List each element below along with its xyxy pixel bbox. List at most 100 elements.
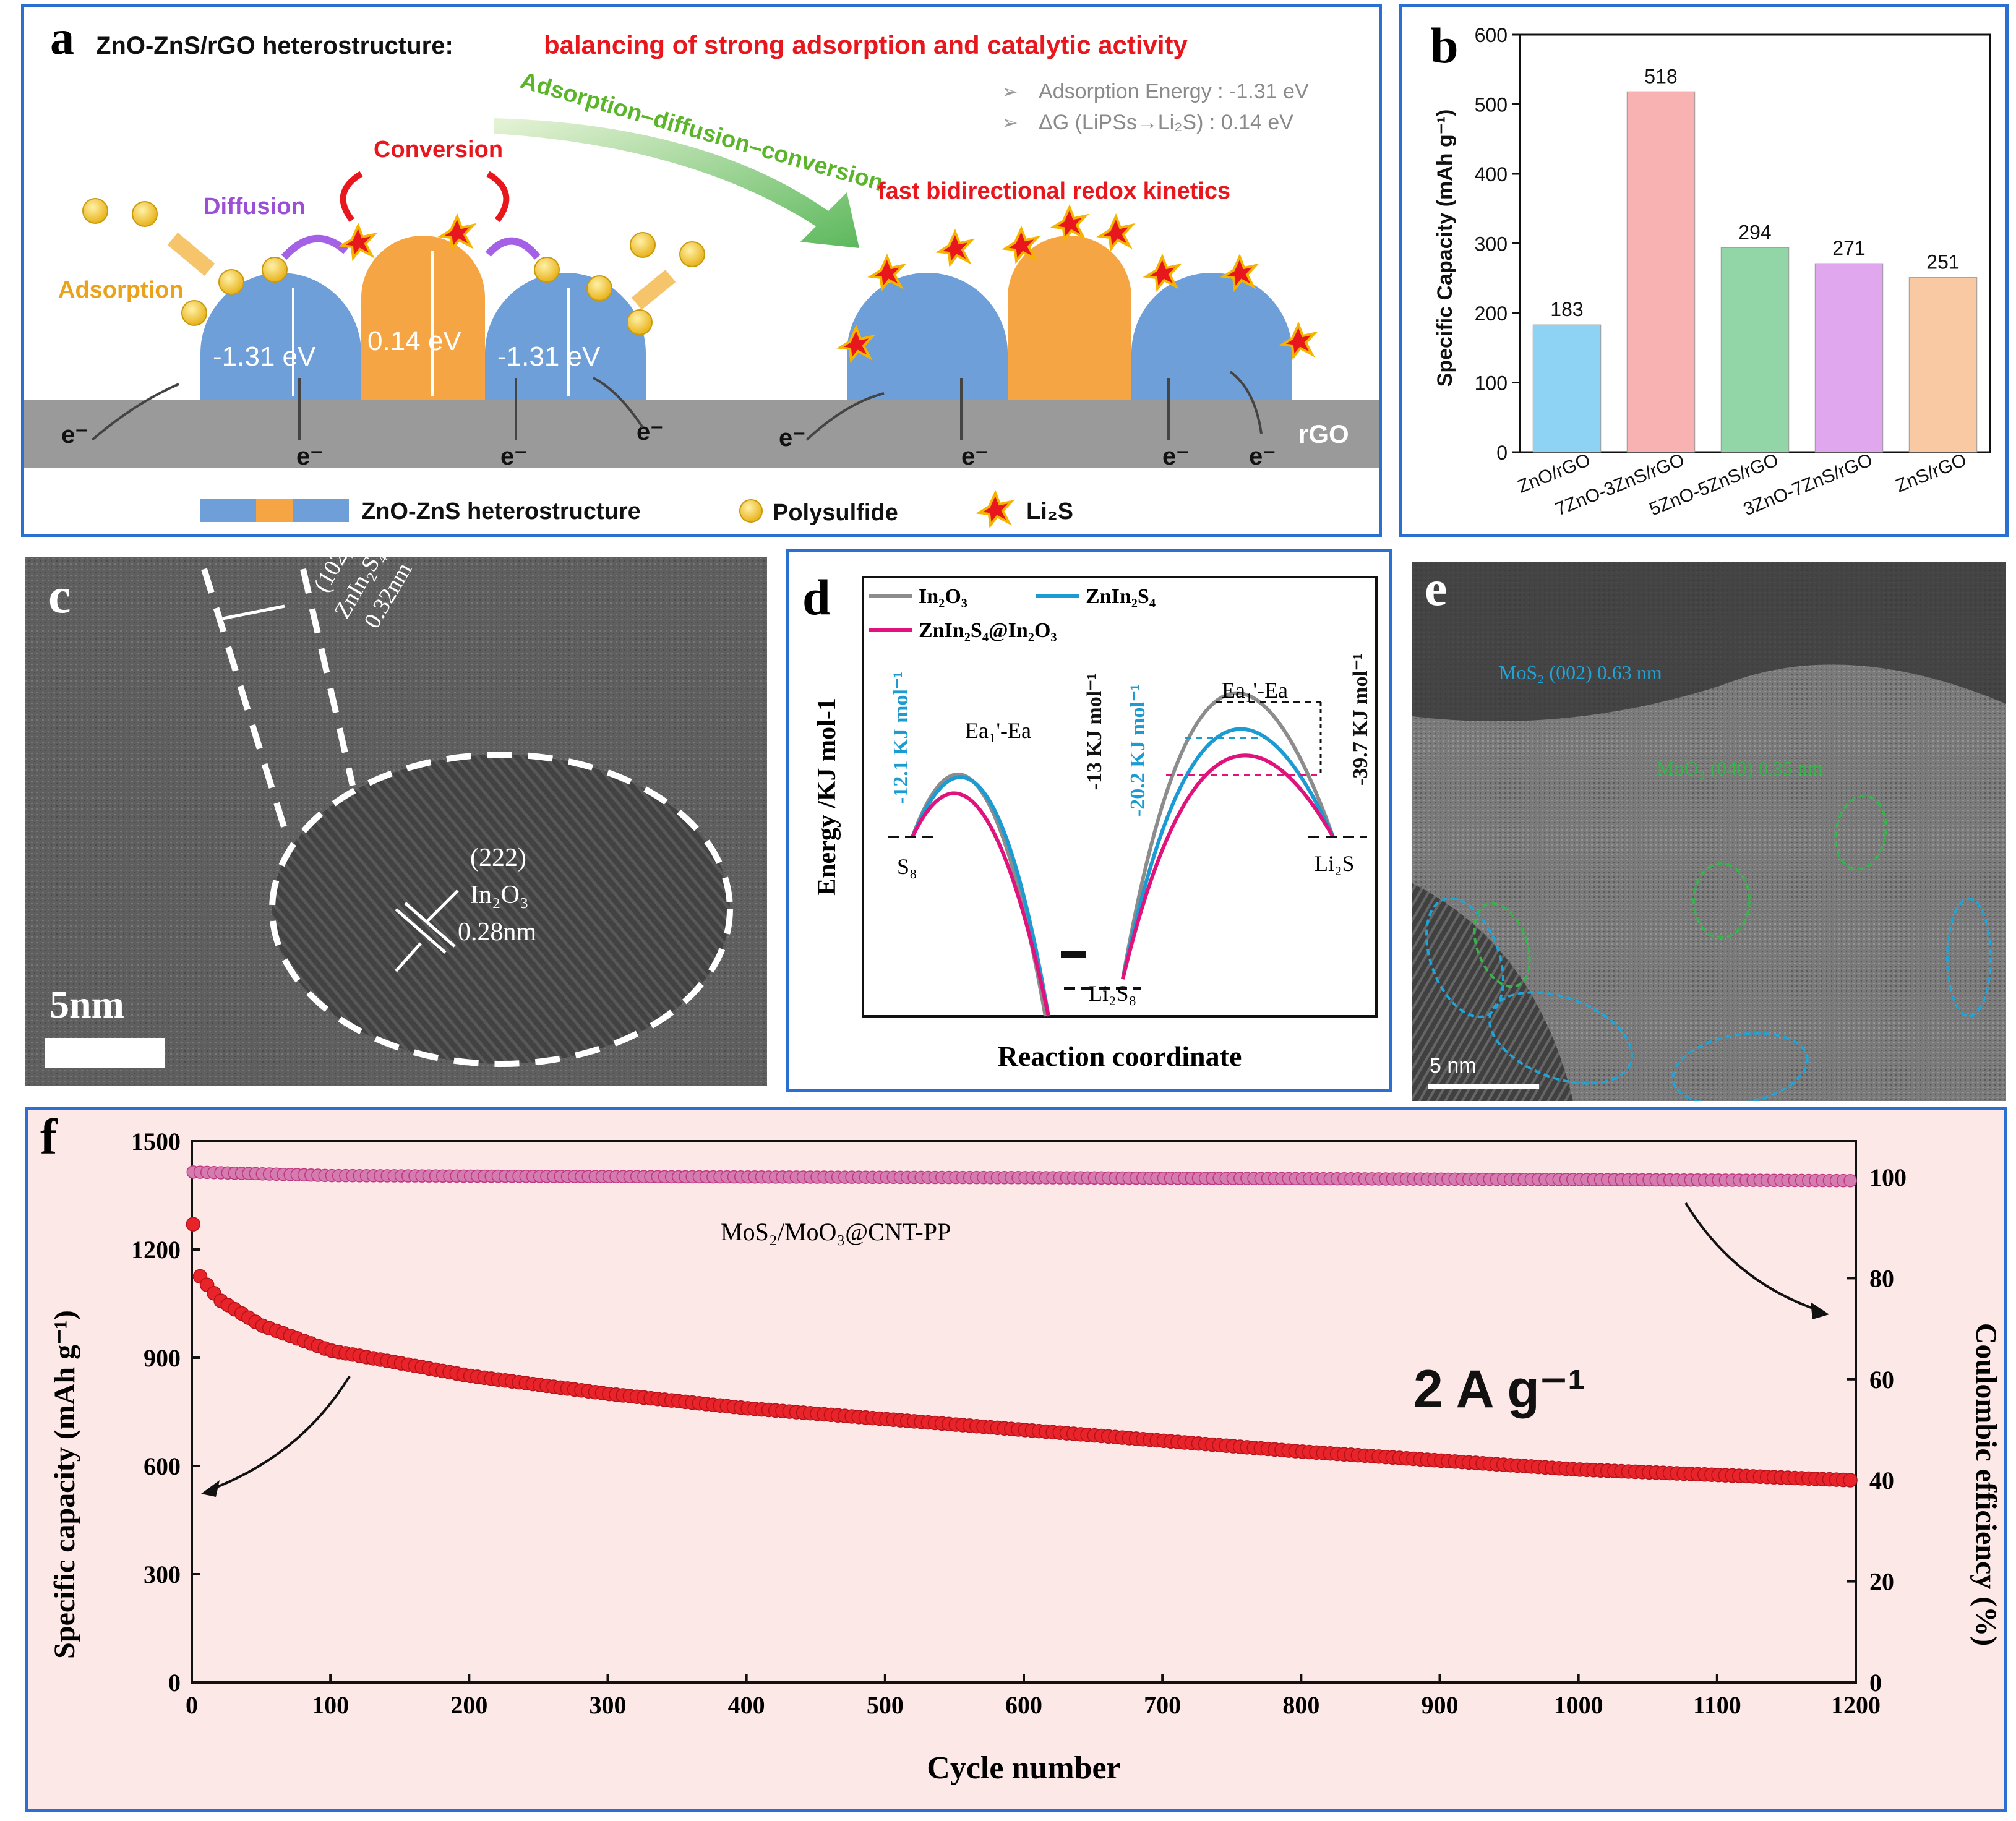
capacity-point [186,1217,200,1232]
f-x-axis-title: Cycle number [927,1750,1120,1786]
zno-particle [485,273,646,400]
f-y-axis-left-title: Specific capacity (mAh g⁻¹) [48,1310,81,1659]
spacing-arrow-icon [395,942,422,972]
adsorption-energy-note: Adsorption Energy : -1.31 eV [1039,80,1309,103]
arrowhead-icon [201,1480,220,1497]
d-y-axis-title: Energy /KJ mol-1 [813,698,841,896]
polysulfide-icon [534,257,560,283]
li2s-icon [1050,204,1089,243]
f-y-right-tick-label: 20 [1869,1568,1894,1596]
rgo-label: rGO [1298,419,1349,448]
polysulfide-icon [82,198,108,224]
li2s-icon [1143,253,1182,293]
panel-e: e MoS₂ (002) 0.63 nm MoO₃ (040) 0.35 nm … [1412,562,2006,1101]
f-y-right-tick-label: 60 [1869,1366,1894,1394]
f-y-right-tick-label: 100 [1869,1163,1907,1191]
mos2-region [1671,1032,1809,1101]
d-state-li2s8: Li₂S₈ [1089,981,1136,1006]
f-y-left-tick-label: 1500 [131,1128,181,1155]
b-y-tick-label: 200 [1475,302,1508,325]
diffusion-arrow-icon [485,237,541,260]
b-bar [1814,263,1884,453]
polysulfide-icon [181,300,207,326]
conversion-label: Conversion [374,137,503,163]
scalebar-label-c: 5nm [49,982,124,1026]
b-bar-value-label: 294 [1738,221,1771,243]
moo3-region [1692,862,1751,939]
f-x-tick-label: 0 [186,1691,198,1719]
b-bar [1720,247,1790,453]
znin2s4-boundary [300,568,356,787]
d-legend-label-znin2s4: ZnIn₂S₄ [1086,585,1156,608]
electron-arrows [91,371,1263,441]
b-x-tick-label: ZnS/rGO [1893,450,1970,497]
znin2s4-boundary [201,568,288,830]
li2s-icon [1220,253,1259,293]
electron-label: e⁻ [1249,443,1276,470]
fringe-region [1412,883,1573,1101]
spacing-label-2: 0.28nm [458,918,537,946]
adsorption-arrow-icon [167,233,215,276]
b-y-tick-label: 500 [1475,94,1508,116]
electron-labels: e⁻ e⁻ e⁻ e⁻ e⁻ e⁻ e⁻ e⁻ [61,418,1276,470]
li2s-icon [338,222,378,262]
legend-hetero-label: ZnO-ZnS heterostructure [361,499,641,525]
b-y-tick-label: 300 [1475,233,1508,255]
f-x-tick-label: 900 [1422,1691,1459,1719]
panel-a-label: a [50,11,74,64]
panel-c-figure: c (102) ZnIn₂S₄ 0.32nm (222) In₂O₃ 0.28n… [25,557,767,1086]
polysulfide-icon [679,241,705,267]
f-x-tick-label: 700 [1144,1691,1181,1719]
in2o3-outline [269,752,733,1067]
f-x-tick-label: 800 [1282,1691,1319,1719]
energy-label-mid: 0.14 eV [367,326,461,356]
zns-particle [1008,236,1131,400]
f-y-left-tick-label: 600 [144,1452,181,1480]
d-x-axis-title: Reaction coordinate [998,1040,1242,1072]
diffusion-arrow-icon [281,234,349,260]
d-curve-in2o3-step2 [1121,691,1335,980]
f-y-left-tick-label: 0 [168,1669,181,1697]
zns-particle [361,236,485,400]
legend-polysulfide-icon [739,499,763,523]
in2o3-particle [272,755,730,1064]
b-y-tick-label: 400 [1475,163,1508,186]
electron-arrow-icon [593,377,644,429]
panel-f-label: f [40,1110,58,1165]
li2s-icon [1002,225,1041,265]
scalebar-c [45,1038,165,1068]
mos2-regions [1425,897,1992,1101]
polysulfide-icon [627,309,653,335]
f-x-tick-label: 100 [312,1691,349,1719]
mos2-label: MoS₂ (002) 0.63 nm [1499,661,1662,683]
electron-arrow-icon [805,392,885,441]
f-y-right-tick-label: 80 [1869,1264,1894,1292]
b-bar-value-label: 183 [1550,298,1583,320]
polysulfide-icon [262,257,288,283]
panel-e-label: e [1425,562,1447,616]
b-bar-value-label: 251 [1926,251,1959,273]
f-y-right-tick-label: 0 [1869,1669,1882,1697]
panel-e-figure: e MoS₂ (002) 0.63 nm MoO₃ (040) 0.35 nm … [1412,562,2006,1101]
panel-f: f Specific capacity (mAh g⁻¹) Coulombic … [25,1107,2007,1812]
f-y-left-tick-label: 1200 [131,1236,181,1264]
d-annotation-4: -39.7 KJ mol⁻¹ [1349,653,1372,786]
d-legend-label-in2o3: In₂O₃ [919,585,967,608]
f-y-axis-right-title: Coulombic efficiency (%) [1970,1323,2002,1647]
d-plot-frame [862,576,1378,1018]
b-y-tick-label: 100 [1475,372,1508,395]
electron-arrow-icon [1229,371,1263,434]
b-bar-value-label: 271 [1832,237,1865,259]
panel-d-label: d [802,569,831,625]
legend-zno-swatch [293,499,349,522]
spacing-arrow-icon [222,604,285,620]
li2s-icon [836,324,876,364]
electron-label: e⁻ [637,418,663,445]
li2s-icon [437,213,477,252]
panel-a: a ZnO-ZnS/rGO heterostructure: balancing… [21,4,1382,537]
zno-particle [200,273,361,400]
bullet-icon: ➢ [1002,80,1018,103]
electron-label: e⁻ [500,443,527,470]
energy-label-left: -1.31 eV [213,341,316,372]
polysulfide-icon [218,269,244,295]
